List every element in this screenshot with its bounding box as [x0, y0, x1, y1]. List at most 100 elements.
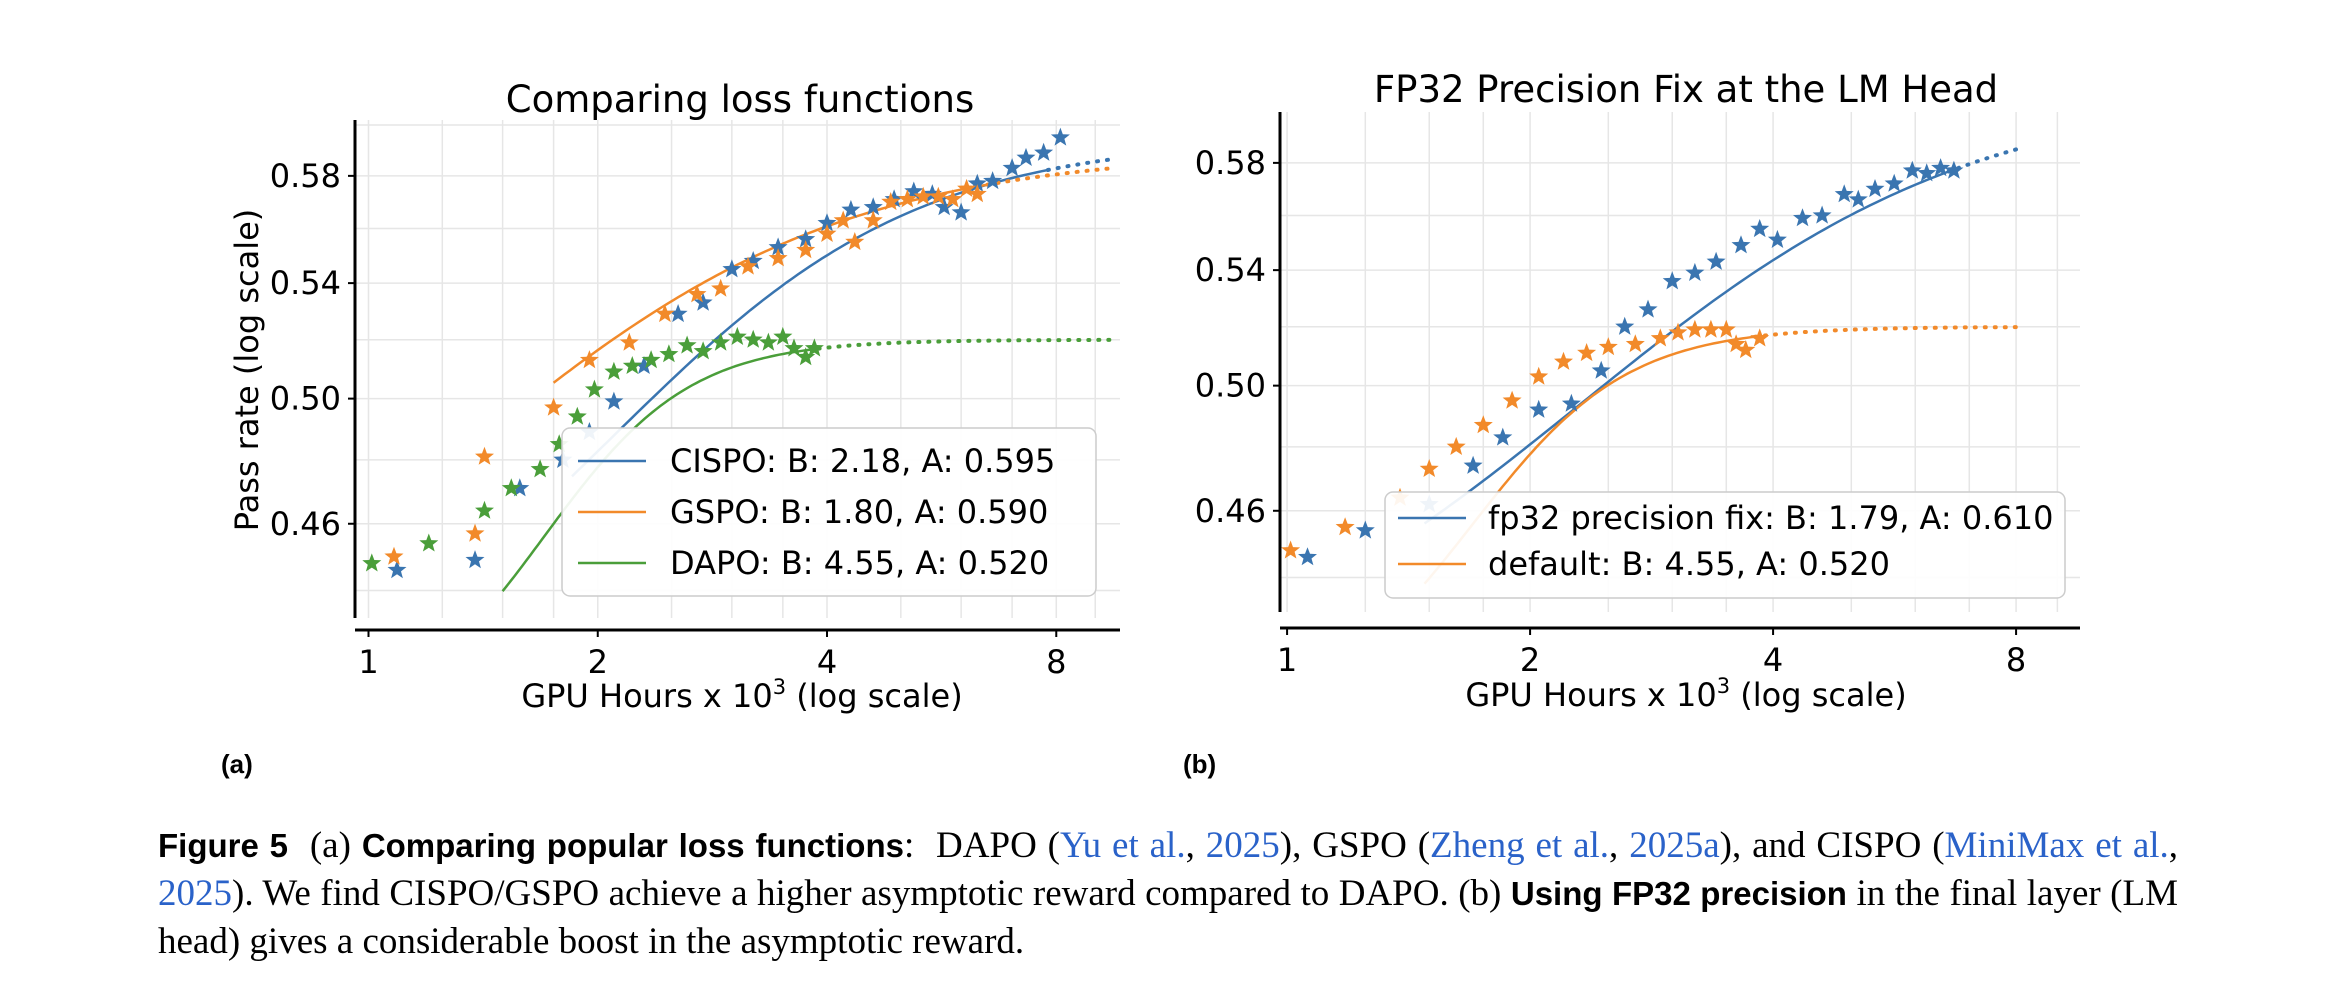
ticks-b: 1 2 4 8 0.46 0.50 0.54 0.58 [1195, 144, 2027, 679]
data-point-gspo [845, 232, 865, 251]
data-point-fp32-precision-fix [1848, 189, 1868, 208]
data-point-cispo [967, 173, 987, 192]
data-point-gspo [967, 184, 987, 203]
y-tick-label: 0.54 [270, 264, 341, 302]
x-tick-label: 4 [1763, 641, 1783, 679]
y-tick-label: 0.50 [1195, 367, 1266, 405]
data-point-dapo [659, 344, 679, 363]
caption-ref-zheng-year[interactable]: 2025a [1629, 825, 1720, 866]
data-point-fp32-precision-fix [1463, 455, 1483, 474]
data-point-dapo [711, 332, 731, 351]
data-point-fp32-precision-fix [1731, 235, 1751, 254]
figure-caption: Figure 5 (a) Comparing popular loss func… [158, 825, 2179, 962]
data-point-cispo [884, 189, 904, 208]
chart-title-b: FP32 Precision Fix at the LM Head [1374, 68, 1998, 111]
data-point-gspo [881, 192, 901, 211]
data-point-cispo [951, 202, 971, 221]
legend-label-default: default: B: 4.55, A: 0.520 [1488, 545, 1890, 583]
data-point-fp32-precision-fix [1561, 393, 1581, 412]
caption-ref-yu[interactable]: Yu et al. [1060, 825, 1186, 866]
y-tick-label: 0.46 [270, 505, 341, 543]
ticks-a: 1 2 4 8 0.46 0.50 0.54 0.58 [270, 157, 1067, 681]
data-point-default [1650, 328, 1670, 347]
data-point-gspo [833, 210, 853, 229]
caption-ref-zheng[interactable]: Zheng et al. [1430, 825, 1610, 866]
x-tick-label: 1 [358, 643, 378, 681]
x-tick-label: 4 [817, 643, 837, 681]
data-point-fp32-precision-fix [1529, 399, 1549, 418]
x-tick-label: 1 [1277, 641, 1297, 679]
fit-extrapolation-gspo [985, 166, 1112, 187]
figure: 1 2 4 8 0.46 0.50 0.54 0.58 Comparing loss func… [221, 68, 2080, 779]
data-point-gspo [897, 189, 917, 208]
data-point-default [1554, 351, 1573, 370]
x-tick-label: 8 [1046, 643, 1066, 681]
data-point-default [1419, 459, 1439, 477]
chart-title-a: Comparing loss functions [506, 78, 975, 121]
caption-bold-b: Using FP32 precision [1510, 875, 1847, 912]
data-point-fp32-precision-fix [1591, 360, 1611, 379]
y-tick-label: 0.46 [1195, 492, 1266, 530]
data-point-default [1625, 334, 1645, 353]
data-point-default [1335, 517, 1355, 536]
data-point-cispo [904, 181, 924, 200]
panel-label-b: (b) [1183, 749, 1216, 779]
y-tick-label: 0.50 [270, 380, 341, 418]
data-point-dapo [530, 459, 550, 478]
data-point-cispo [841, 199, 861, 218]
caption-figure-label: Figure 5 [158, 827, 289, 864]
data-point-default [1502, 390, 1522, 409]
data-point-fp32-precision-fix [1615, 316, 1635, 335]
x-axis-label-a: GPU Hours x 103 (log scale) [521, 675, 962, 715]
panel-b: 1 2 4 8 0.46 0.50 0.54 0.58 FP32 Precision Fix … [1183, 68, 2080, 779]
data-point-dapo [567, 406, 587, 425]
data-point-gspo [384, 546, 404, 565]
data-point-fp32-precision-fix [1355, 520, 1375, 539]
y-tick-label: 0.54 [1195, 251, 1266, 289]
legend-label-cispo: CISPO: B: 2.18, A: 0.595 [670, 442, 1055, 480]
data-point-default [1701, 319, 1721, 338]
data-point-default [1736, 340, 1756, 359]
data-point-dapo [549, 434, 569, 453]
data-point-gspo [796, 240, 816, 259]
data-point-gspo [544, 397, 564, 416]
data-point-default [1716, 319, 1736, 338]
caption-ref-minimax-year[interactable]: 2025 [158, 873, 232, 914]
data-point-default [1281, 540, 1301, 559]
data-point-dapo [419, 533, 439, 552]
data-point-fp32-precision-fix [1917, 163, 1937, 182]
x-tick-label: 2 [1520, 641, 1540, 679]
data-point-cispo [634, 356, 654, 374]
caption-part-a: (a) [309, 825, 351, 866]
data-point-cispo [1016, 147, 1036, 166]
data-point-fp32-precision-fix [1750, 219, 1770, 238]
caption-ref-minimax[interactable]: MiniMax et al. [1944, 825, 2169, 866]
y-tick-label: 0.58 [1195, 144, 1266, 182]
data-point-dapo [362, 553, 382, 572]
data-point-fp32-precision-fix [1767, 229, 1787, 248]
data-point-gspo [619, 332, 639, 351]
data-point-cispo [604, 391, 624, 410]
data-point-default [1598, 337, 1618, 356]
data-point-fp32-precision-fix [1865, 179, 1885, 198]
legend-a: CISPO: B: 2.18, A: 0.595 GSPO: B: 1.80, … [561, 427, 1097, 597]
data-point-gspo [465, 523, 485, 542]
caption-bold-a: Comparing popular loss functions [361, 827, 904, 864]
fit-line-fp32-precision-fix [1423, 170, 1950, 525]
legend-box-b [1384, 491, 2066, 599]
data-point-fp32-precision-fix [1685, 262, 1705, 281]
data-point-cispo [863, 197, 883, 216]
data-point-dapo [796, 347, 816, 366]
data-point-cispo [465, 550, 485, 569]
data-point-dapo [758, 332, 778, 351]
data-point-gspo [687, 284, 707, 303]
data-point-dapo [641, 350, 661, 369]
data-point-cispo [817, 213, 837, 232]
caption-ref-yu-year[interactable]: 2025 [1205, 825, 1280, 866]
data-point-cispo [768, 237, 788, 256]
data-point-gspo [913, 186, 933, 205]
data-point-dapo [773, 326, 793, 345]
data-point-default [1668, 322, 1688, 341]
data-point-fp32-precision-fix [1298, 547, 1317, 566]
data-point-default [1577, 343, 1597, 362]
